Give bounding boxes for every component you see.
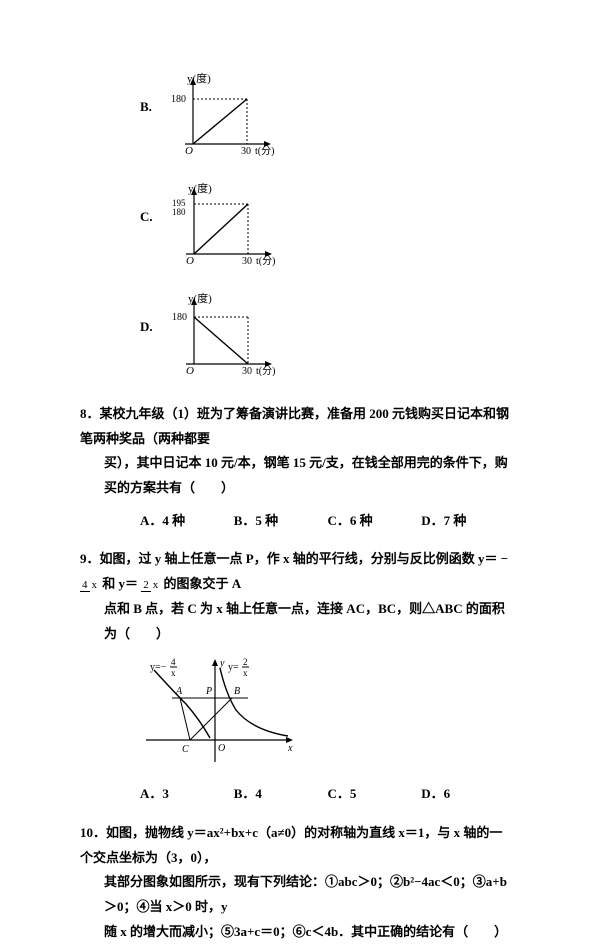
xlabel: t(分) bbox=[255, 145, 274, 157]
graph-B: y(度) 180 O 30 t(分) bbox=[163, 72, 283, 158]
ytick: 180 bbox=[172, 312, 187, 323]
q9-opt-A: A．3 bbox=[140, 782, 234, 807]
option-label-D: D. bbox=[140, 319, 153, 334]
q10-text2: 其部分图象如图所示，现有下列结论：①abc＞0；②b²−4ac＜0；③a+b＞0… bbox=[104, 870, 515, 919]
graph-option-D: D. y(度) 180 O 30 t(分) bbox=[140, 292, 515, 378]
svg-text:2: 2 bbox=[243, 657, 248, 667]
q8-opt-B: B．5 种 bbox=[234, 509, 328, 534]
svg-text:y: y bbox=[219, 658, 225, 669]
q8-opt-D: D．7 种 bbox=[421, 509, 515, 534]
q8-opt-A: A．4 种 bbox=[140, 509, 234, 534]
svg-text:x: x bbox=[243, 668, 248, 678]
q9-opt-B: B．4 bbox=[234, 782, 328, 807]
svg-text:x: x bbox=[287, 743, 293, 754]
right-fn: y= bbox=[228, 662, 239, 673]
left-fn: y=− bbox=[150, 662, 167, 673]
svg-text:O: O bbox=[218, 743, 225, 754]
graph-option-C: C. y(度) 195 180 O 30 t(分) bbox=[140, 182, 515, 268]
q9-frac1: 4x bbox=[80, 580, 99, 591]
q8-options: A．4 种 B．5 种 C．6 种 D．7 种 bbox=[140, 509, 515, 534]
graph-C: y(度) 195 180 O 30 t(分) bbox=[164, 182, 284, 268]
q9-frac2: 2x bbox=[141, 580, 160, 591]
svg-text:P: P bbox=[205, 686, 212, 697]
xlabel: t(分) bbox=[256, 255, 275, 267]
graph-D: y(度) 180 O 30 t(分) bbox=[164, 292, 284, 378]
q9-text1b: 和 y＝ bbox=[102, 576, 138, 591]
question-8: 8．某校九年级（1）班为了筹备演讲比赛，准备用 200 元钱购买日记本和钢笔两种… bbox=[80, 402, 515, 501]
q8-text1: 某校九年级（1）班为了筹备演讲比赛，准备用 200 元钱购买日记本和钢笔两种奖品… bbox=[80, 406, 509, 446]
q10-text3: 随 x 的增大而减小；⑤3a+c＝0；⑥c＜4b．其中正确的结论有（ ） bbox=[104, 920, 507, 944]
ylabel: y(度) bbox=[187, 72, 211, 85]
option-label-C: C. bbox=[140, 209, 153, 224]
q10-num: 10． bbox=[80, 825, 106, 840]
option-label-B: B. bbox=[140, 99, 152, 114]
q9-options: A．3 B．4 C．5 D．6 bbox=[140, 782, 515, 807]
question-10: 10．如图，抛物线 y＝ax²+bx+c（a≠0）的对称轴为直线 x＝1，与 x… bbox=[80, 821, 515, 944]
q9-graph: y=− 4x y= 2x A P B C O x y bbox=[140, 654, 515, 774]
q9-text2: 点和 B 点，若 C 为 x 轴上任意一点，连接 AC，BC，则△ABC 的面积… bbox=[104, 597, 515, 646]
q8-text2: 买），其中日记本 10 元/本，钢笔 15 元/支，在钱全部用完的条件下，购买的… bbox=[104, 451, 515, 500]
q8-num: 8． bbox=[80, 406, 100, 421]
svg-text:B: B bbox=[234, 686, 240, 697]
ylabel: y(度) bbox=[188, 292, 212, 305]
svg-text:x: x bbox=[171, 668, 176, 678]
xtick: 30 bbox=[242, 256, 252, 267]
origin: O bbox=[185, 145, 193, 157]
q9-num: 9． bbox=[80, 551, 100, 566]
ytick: 180 bbox=[171, 94, 186, 105]
q10-text1: 如图，抛物线 y＝ax²+bx+c（a≠0）的对称轴为直线 x＝1，与 x 轴的… bbox=[80, 825, 502, 865]
xlabel: t(分) bbox=[256, 365, 275, 377]
question-9: 9．如图，过 y 轴上任意一点 P，作 x 轴的平行线，分别与反比例函数 y＝ … bbox=[80, 547, 515, 646]
graph-option-B: B. y(度) 180 O 30 t(分) bbox=[140, 72, 515, 158]
svg-text:4: 4 bbox=[171, 657, 176, 667]
q9-opt-C: C．5 bbox=[328, 782, 422, 807]
q8-opt-C: C．6 种 bbox=[328, 509, 422, 534]
xtick: 30 bbox=[242, 366, 252, 377]
svg-text:A: A bbox=[175, 686, 183, 697]
q9-text1a: 如图，过 y 轴上任意一点 P，作 x 轴的平行线，分别与反比例函数 y＝ − bbox=[100, 551, 509, 566]
origin: O bbox=[186, 255, 194, 267]
q9-text1c: 的图象交于 A bbox=[164, 576, 242, 591]
ytick2: 180 bbox=[172, 207, 186, 217]
q9-opt-D: D．6 bbox=[421, 782, 515, 807]
svg-text:C: C bbox=[182, 744, 189, 755]
xtick: 30 bbox=[241, 146, 251, 157]
origin: O bbox=[186, 365, 194, 377]
ylabel: y(度) bbox=[188, 182, 212, 195]
